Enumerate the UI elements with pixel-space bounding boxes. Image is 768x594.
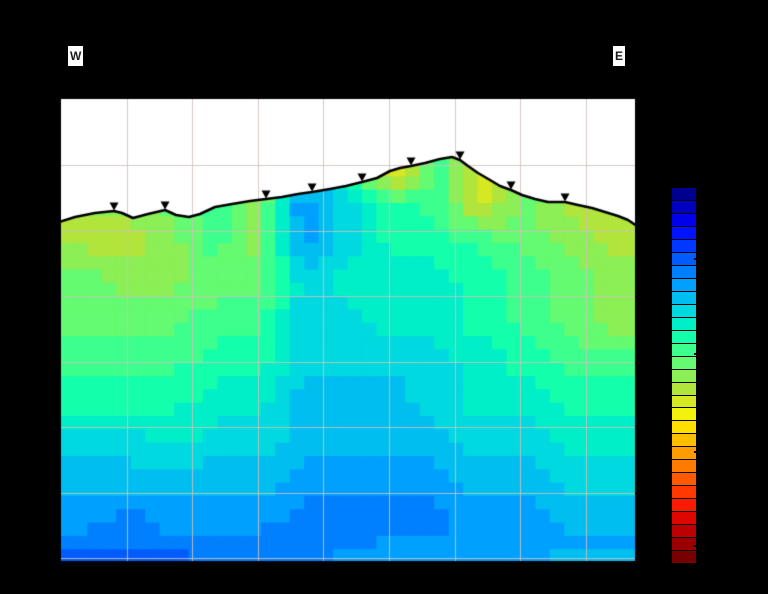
- colorbar-segment: [672, 512, 696, 525]
- colorbar-segment: [672, 278, 696, 291]
- colorbar-segment: [672, 473, 696, 486]
- east-orientation-label: E: [613, 46, 626, 66]
- colorbar-segment: [672, 460, 696, 473]
- colorbar-segment: [672, 369, 696, 382]
- colorbar-segment: [672, 213, 696, 226]
- colorbar-segment: [672, 408, 696, 421]
- colorbar-segment: [672, 434, 696, 447]
- colorbar-segment: [672, 188, 696, 200]
- colorbar-segment: [672, 200, 696, 213]
- colorbar-segment: [672, 330, 696, 343]
- colorbar-segment: [672, 538, 696, 551]
- west-orientation-label: W: [68, 46, 84, 66]
- colorbar-segment: [672, 382, 696, 395]
- colorbar-segment: [672, 252, 696, 265]
- colorbar-segment: [672, 486, 696, 499]
- resistivity-colorbar: [672, 188, 696, 564]
- colorbar-segment: [672, 447, 696, 460]
- colorbar-segment: [672, 421, 696, 434]
- colorbar-segment: [672, 265, 696, 278]
- colorbar-segment: [672, 304, 696, 317]
- colorbar-segment: [672, 226, 696, 239]
- colorbar-tick: [694, 451, 699, 453]
- colorbar-segment: [672, 291, 696, 304]
- colorbar-segment: [672, 356, 696, 369]
- colorbar-tick: [694, 545, 699, 547]
- colorbar-segment: [672, 551, 696, 564]
- colorbar-segment: [672, 525, 696, 538]
- colorbar-segment: [672, 395, 696, 408]
- colorbar-segment: [672, 317, 696, 330]
- colorbar-segment: [672, 343, 696, 356]
- colorbar-tick: [694, 353, 699, 355]
- colorbar-segment: [672, 499, 696, 512]
- colorbar-tick: [694, 258, 699, 260]
- colorbar-segment: [672, 239, 696, 252]
